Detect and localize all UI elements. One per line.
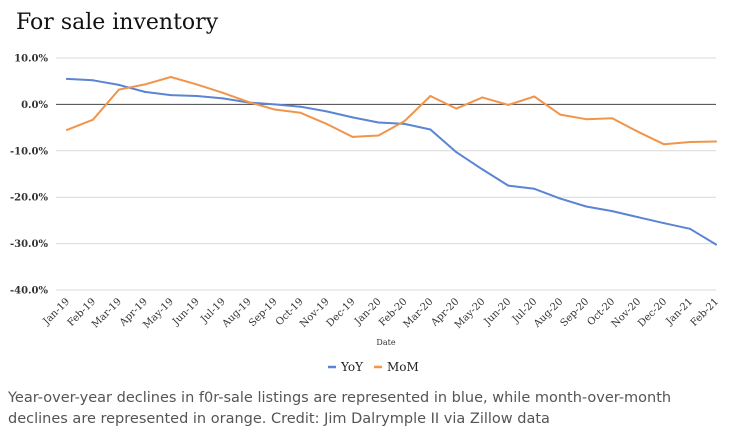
data-point-mom <box>351 135 354 138</box>
data-point-mom <box>221 91 224 94</box>
y-tick-label: -30.0% <box>10 239 49 250</box>
data-point-mom <box>663 143 666 146</box>
data-point-yoy <box>559 197 562 200</box>
x-tick-label: Dec-20 <box>636 296 669 329</box>
data-point-yoy <box>169 94 172 97</box>
x-axis-label: Date <box>376 338 395 347</box>
data-point-yoy <box>585 205 588 208</box>
legend: YoY MoM <box>328 360 419 374</box>
data-point-yoy <box>429 128 432 131</box>
data-point-mom <box>429 95 432 98</box>
data-point-mom <box>195 83 198 86</box>
data-point-yoy <box>195 95 198 98</box>
data-point-mom <box>247 101 250 104</box>
chart-title: For sale inventory <box>16 10 219 35</box>
y-tick-label: -40.0% <box>10 286 49 297</box>
data-point-mom <box>273 108 276 111</box>
x-tick-label: Feb-21 <box>689 296 721 328</box>
data-point-mom <box>117 88 120 91</box>
data-point-yoy <box>66 77 68 80</box>
data-point-mom <box>299 111 302 114</box>
data-point-mom <box>689 140 692 143</box>
data-point-yoy <box>377 121 380 124</box>
data-point-mom <box>403 120 406 123</box>
data-point-mom <box>533 95 536 98</box>
data-point-yoy <box>299 105 302 108</box>
x-tick-labels: Jan-19Feb-19Mar-19Apr-19May-19Jun-19Jul-… <box>41 296 721 331</box>
series-line-mom <box>66 76 717 146</box>
x-tick-label: Sep-19 <box>247 296 280 329</box>
data-point-mom <box>91 118 94 121</box>
data-point-yoy <box>325 110 328 113</box>
data-point-yoy <box>351 116 354 119</box>
data-point-yoy <box>403 122 406 125</box>
x-tick-label: Sep-20 <box>559 296 592 329</box>
data-point-yoy <box>143 90 146 93</box>
data-point-mom <box>143 83 146 86</box>
data-point-yoy <box>481 168 484 171</box>
data-point-mom <box>481 96 484 99</box>
x-tick-label: Dec-19 <box>325 296 358 329</box>
data-point-yoy <box>715 243 717 246</box>
data-point-mom <box>507 103 510 106</box>
data-point-yoy <box>117 83 120 86</box>
data-point-yoy <box>689 227 692 230</box>
data-point-mom <box>169 76 172 79</box>
y-tick-label: 10.0% <box>14 54 48 65</box>
data-point-mom <box>611 117 614 120</box>
legend-label-yoy: YoY <box>340 360 364 374</box>
data-point-mom <box>585 118 588 121</box>
data-point-mom <box>66 128 68 131</box>
data-point-mom <box>455 107 458 110</box>
y-tick-labels: 10.0% 0.0% -10.0% -20.0% -30.0% -40.0% <box>10 54 49 297</box>
legend-label-mom: MoM <box>387 360 419 374</box>
data-point-yoy <box>273 103 276 106</box>
data-point-mom <box>559 113 562 116</box>
data-point-mom <box>637 130 640 133</box>
data-point-yoy <box>91 79 94 82</box>
data-point-yoy <box>611 210 614 213</box>
data-point-yoy <box>455 151 458 154</box>
line-chart: 10.0% 0.0% -10.0% -20.0% -30.0% -40.0% Jan-19… <box>10 54 721 375</box>
data-point-yoy <box>663 222 666 225</box>
series-line-yoy <box>66 77 717 246</box>
x-tick-label: Jun-20 <box>482 296 514 328</box>
series-lines <box>66 76 717 246</box>
x-tick-label: Jun-19 <box>170 296 202 328</box>
data-point-mom <box>377 134 380 137</box>
data-point-yoy <box>637 216 640 219</box>
data-point-yoy <box>507 184 510 187</box>
data-point-mom <box>715 140 717 143</box>
data-point-yoy <box>533 187 536 190</box>
data-point-mom <box>325 122 328 125</box>
y-tick-label: -10.0% <box>10 146 49 157</box>
y-tick-label: 0.0% <box>21 100 48 111</box>
data-point-yoy <box>221 97 224 100</box>
caption: Year-over-year declines in f0r-sale list… <box>8 390 672 427</box>
y-tick-label: -20.0% <box>10 193 49 204</box>
gridlines <box>56 57 716 291</box>
